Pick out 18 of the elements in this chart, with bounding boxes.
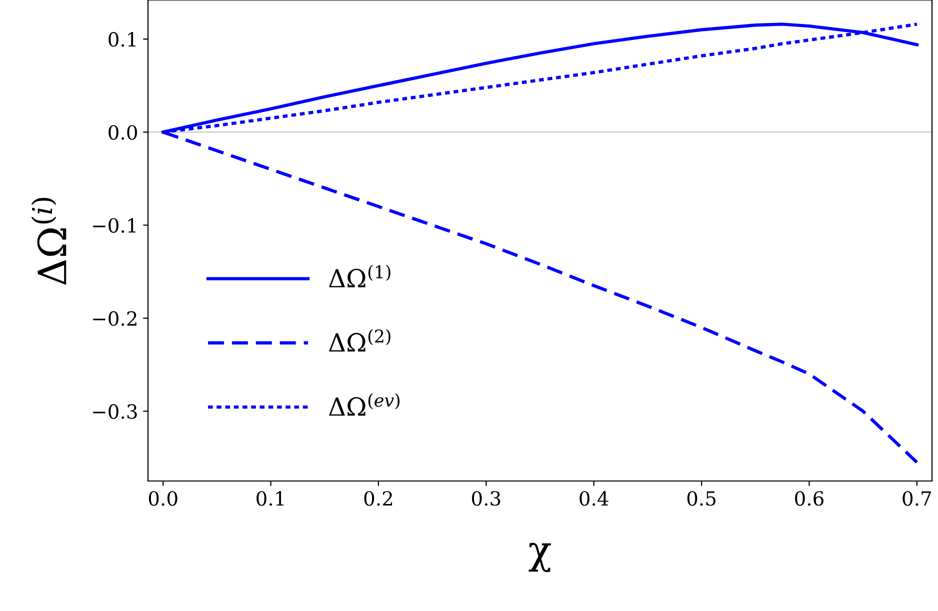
y-tick-label: 0.1 (108, 32, 136, 47)
y-axis-title: ΔΩ$^{(i)}$ (31, 198, 66, 285)
x-tick-label: 0.6 (795, 491, 824, 506)
y-tick-label: 0.0 (108, 125, 137, 140)
legend-label: ΔΩ$^{(1)}$ (328, 264, 390, 288)
legend-label: ΔΩ$^{(ev)}$ (328, 393, 400, 416)
x-tick-label: 0.2 (364, 491, 392, 506)
y-tick-label: −0.3 (93, 404, 137, 419)
x-tick-label: 0.5 (687, 491, 716, 506)
legend-label: ΔΩ$^{(2)}$ (328, 329, 390, 352)
x-tick-label: 0.3 (472, 491, 500, 506)
x-tick-label: 0.0 (148, 491, 178, 506)
x-tick-label: 0.4 (580, 491, 608, 506)
y-tick-label: −0.2 (93, 311, 136, 326)
x-tick-label: 0.1 (256, 491, 284, 506)
x-tick-label: 0.7 (902, 491, 931, 506)
x-axis-title: χ (528, 542, 551, 572)
y-tick-label: −0.1 (93, 218, 136, 233)
